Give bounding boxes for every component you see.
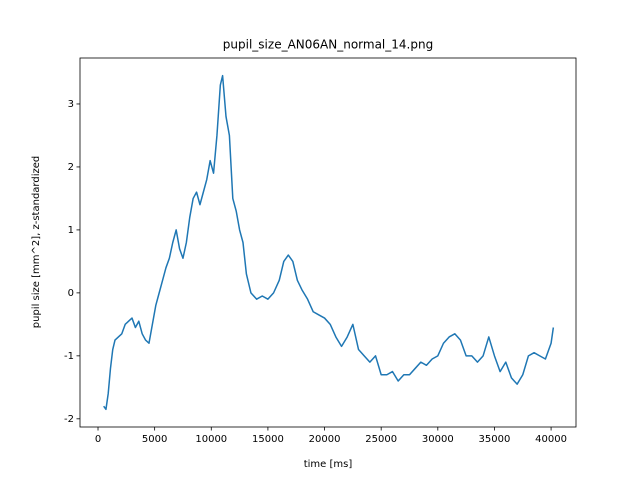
y-tick-label: -1: [64, 351, 74, 362]
x-tick-label: 30000: [422, 434, 454, 445]
x-tick-label: 25000: [365, 434, 397, 445]
x-tick-label: 0: [95, 434, 101, 445]
y-tick-label: 2: [68, 162, 74, 173]
chart-title: pupil_size_AN06AN_normal_14.png: [223, 38, 433, 52]
x-tick-label: 5000: [142, 434, 167, 445]
x-tick-label: 15000: [252, 434, 284, 445]
x-tick-label: 10000: [195, 434, 227, 445]
data-line: [103, 74, 555, 411]
y-tick-label: 3: [68, 99, 74, 110]
x-tick-label: 40000: [535, 434, 567, 445]
y-axis-label: pupil size [mm^2], z-standardized: [31, 156, 42, 328]
plot-frame: [79, 57, 577, 428]
y-tick-label: 0: [68, 288, 74, 299]
y-tick-label: 1: [68, 225, 74, 236]
x-axis-label: time [ms]: [304, 459, 353, 470]
x-tick-label: 35000: [479, 434, 511, 445]
y-tick-label: -2: [64, 414, 74, 425]
x-tick-label: 20000: [309, 434, 341, 445]
